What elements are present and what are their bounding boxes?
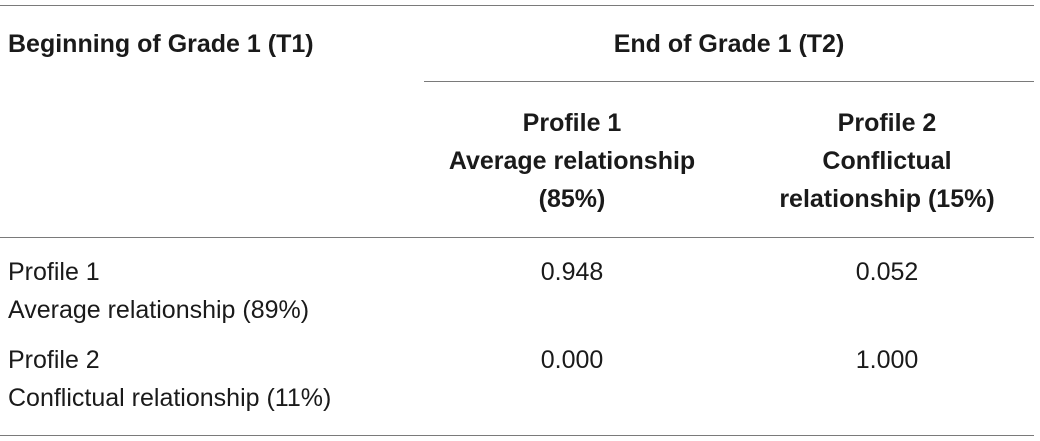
row-1-value-2-text: 0.052 [855, 258, 919, 286]
header-t1: Beginning of Grade 1 (T1) [8, 25, 314, 63]
row-2-value-1-text: 0.000 [540, 346, 604, 374]
header-col1-line-3: (85%) [538, 185, 606, 213]
t2-underline-rule [424, 81, 1034, 82]
row-2-label: Profile 2 Conflictual relationship (11%) [8, 341, 331, 417]
row-1-label-line-1: Profile 1 [8, 258, 100, 286]
header-col2-line-2: Conflictual [822, 147, 952, 175]
row-1-value-2: 0.052 [740, 253, 1034, 291]
header-col-profile-1: Profile 1 Average relationship (85%) [424, 104, 720, 218]
header-col1-line-2: Average relationship [448, 147, 696, 175]
header-t1-label: Beginning of Grade 1 (T1) [8, 30, 314, 58]
header-t2-label: End of Grade 1 (T2) [613, 30, 845, 58]
row-2-value-2: 1.000 [740, 341, 1034, 379]
row-2-label-line-2: Conflictual relationship (11%) [8, 384, 332, 412]
header-t2: End of Grade 1 (T2) [424, 25, 1034, 63]
header-col2-line-1: Profile 2 [837, 109, 937, 137]
header-col1-line-1: Profile 1 [522, 109, 622, 137]
header-bottom-rule [0, 237, 1034, 238]
row-2-value-1: 0.000 [424, 341, 720, 379]
row-1-value-1-text: 0.948 [540, 258, 604, 286]
row-1-value-1: 0.948 [424, 253, 720, 291]
header-col2-line-3: relationship (15%) [779, 185, 995, 213]
header-col-profile-2: Profile 2 Conflictual relationship (15%) [740, 104, 1034, 218]
row-1-label-line-2: Average relationship (89%) [8, 296, 310, 324]
bottom-rule [0, 435, 1034, 436]
row-1-label: Profile 1 Average relationship (89%) [8, 253, 309, 329]
top-rule [0, 5, 1034, 6]
row-2-label-line-1: Profile 2 [8, 346, 100, 374]
row-2-value-2-text: 1.000 [855, 346, 919, 374]
